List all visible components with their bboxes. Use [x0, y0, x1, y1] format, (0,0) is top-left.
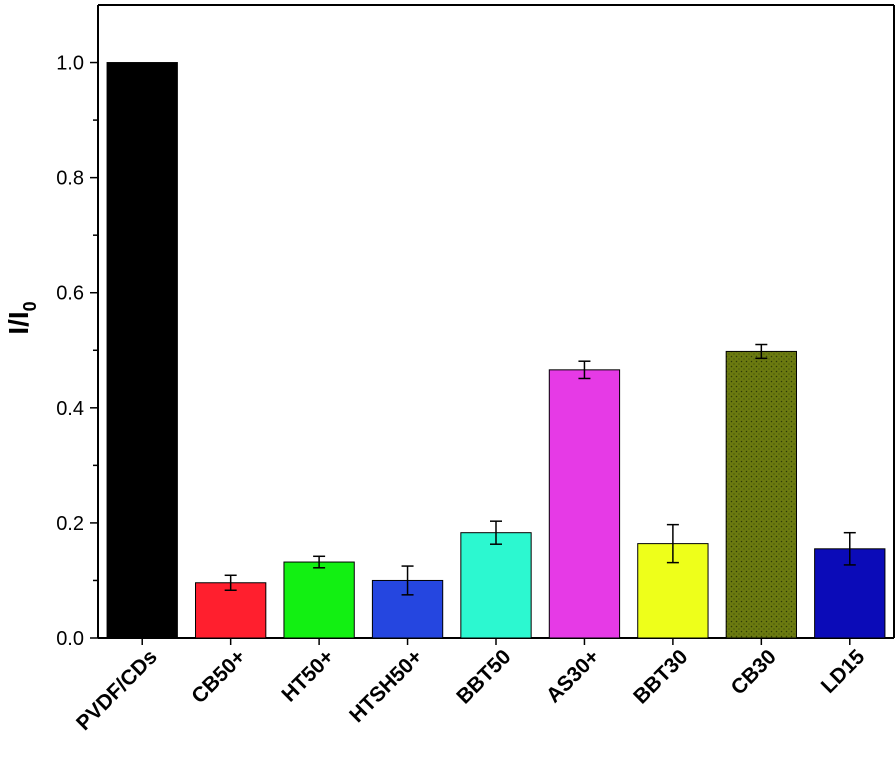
- error-bar: [313, 555, 326, 569]
- error-bar: [666, 523, 679, 564]
- bar-pvdf-cds: [106, 62, 178, 639]
- bar-as30-: [548, 369, 621, 639]
- y-tick-label: 0.2: [56, 513, 84, 535]
- y-axis-title-subscript: 0: [20, 301, 40, 311]
- bar-ht50-: [283, 561, 355, 639]
- y-axis-ticks: 0.0 0.2 0.4 0.6 0.8 1.0: [56, 53, 851, 650]
- error-bar: [490, 520, 502, 545]
- error-bar: [224, 574, 237, 591]
- bar-cb50-: [195, 582, 267, 639]
- x-category-label: PVDF/CDs: [72, 645, 162, 735]
- x-category-label: CB30: [727, 645, 781, 699]
- y-tick-label: 0.8: [56, 168, 84, 190]
- x-category-label: LD15: [817, 645, 870, 698]
- x-category-label: BBT30: [629, 645, 692, 708]
- x-category-label: CB50+: [187, 645, 250, 708]
- y-tick-label: 0.4: [56, 398, 84, 420]
- y-axis-title-main: I/I: [3, 311, 34, 334]
- y-tick-label: 0.0: [56, 628, 84, 650]
- error-bar: [578, 360, 591, 380]
- error-bar: [843, 531, 856, 566]
- x-category-label: HT50+: [277, 645, 338, 706]
- y-axis-title: I/I0: [3, 301, 40, 334]
- error-bar: [755, 343, 768, 360]
- x-category-label: BBT50: [452, 645, 515, 708]
- error-bar: [401, 565, 414, 596]
- x-category-label: HTSH50+: [345, 645, 427, 727]
- x-axis-category-labels: PVDF/CDs CB50+ HT50+ HTSH50+ BBT50 AS30+ BBT30…: [72, 645, 869, 735]
- y-tick-label: 0.6: [56, 283, 84, 305]
- x-category-label: AS30+: [542, 645, 604, 707]
- y-tick-label: 1.0: [56, 53, 84, 75]
- bar-cb30: [725, 350, 797, 639]
- bar-bbt50: [460, 532, 532, 639]
- plot-area: [97, 4, 895, 639]
